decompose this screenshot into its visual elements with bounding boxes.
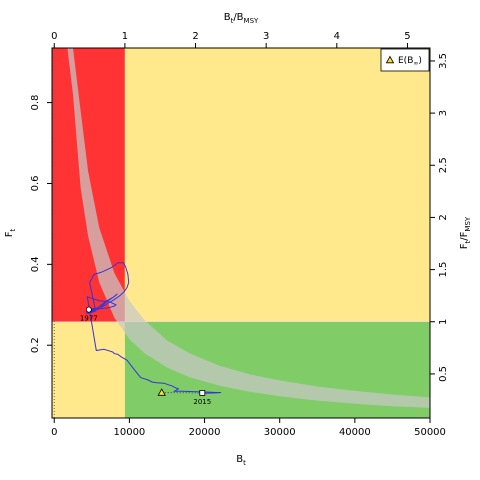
stock-status-zones [52,48,431,418]
legend: E(B∞) [380,48,430,72]
y-axis-tick-label: 0.4 [30,256,41,272]
top-axis-title-b-sub: t [231,17,234,25]
top-axis-tick-label: 2 [192,31,198,42]
top-axis-tick-label: 3 [263,31,269,42]
start-year-point [85,306,92,313]
overfishing-zone [124,48,431,322]
x-axis-title-main: B [236,454,243,465]
top-axis-title-bmsy-sub: MSY [244,17,259,25]
top-axis-title-b: B [224,12,231,23]
y-axis-title-sub: t [9,228,17,231]
start-year-label: 1977 [80,315,98,323]
x-axis-tick-label: 50000 [414,427,446,438]
right-axis-tick-label: 1 [438,319,449,325]
legend-triangle-icon [385,55,395,64]
top-axis-tick-label: 0 [51,31,57,42]
top-axis-tick-label: 5 [404,31,410,42]
x-axis-tick-label: 0 [51,427,57,438]
end-year-label: 2015 [193,398,211,406]
top-axis-tick-label: 1 [122,31,128,42]
legend-entry-close: ) [418,56,422,66]
legend-entry-main: E(B [398,56,413,66]
y-axis-tick-label: 0.8 [30,95,41,111]
expected-equilibrium-point [157,388,166,396]
y-axis-tick-label: 0.2 [30,337,41,353]
legend-box [380,48,430,72]
y-axis-title: Ft [4,228,17,237]
right-axis-tick-label: 0.5 [438,366,449,382]
right-axis-tick-label: 3.5 [438,53,449,69]
axes: 0 10000 20000 30000 40000 50000 0.2 0.4 0.6 0.8 0 1… [30,31,449,438]
right-axis-title: Ft/FMSY [459,216,472,249]
right-axis-title-f: F [459,243,470,249]
legend-entry-sub: ∞ [413,60,418,67]
right-axis-title-fmsy: /F [459,231,470,240]
x-axis-title: Bt [236,454,246,467]
right-axis-tick-label: 2.5 [438,157,449,173]
x-axis-tick-label: 10000 [113,427,145,438]
overfished-zone [52,321,125,418]
top-axis-title: Bt/BMSY [224,12,259,25]
top-axis-tick-label: 4 [334,31,340,42]
y-axis-title-main: F [4,231,15,237]
x-axis-tick-label: 20000 [189,427,221,438]
x-axis-tick-label: 30000 [264,427,296,438]
legend-entry: E(B∞) [398,56,422,67]
plot-frame [51,47,431,419]
right-axis-tick-label: 3 [438,110,449,116]
x-axis-title-sub: t [243,459,246,467]
right-axis-tick-label: 1.5 [438,262,449,278]
y-axis-tick-label: 0.6 [30,176,41,192]
end-year-point [199,390,206,396]
right-axis-tick-label: 2 [438,214,449,220]
top-axis-title-bmsy: /B [233,12,243,23]
right-axis-title-fmsy-sub: MSY [464,216,472,231]
x-axis-tick-label: 40000 [339,427,371,438]
right-axis-title-f-sub: t [464,240,472,243]
